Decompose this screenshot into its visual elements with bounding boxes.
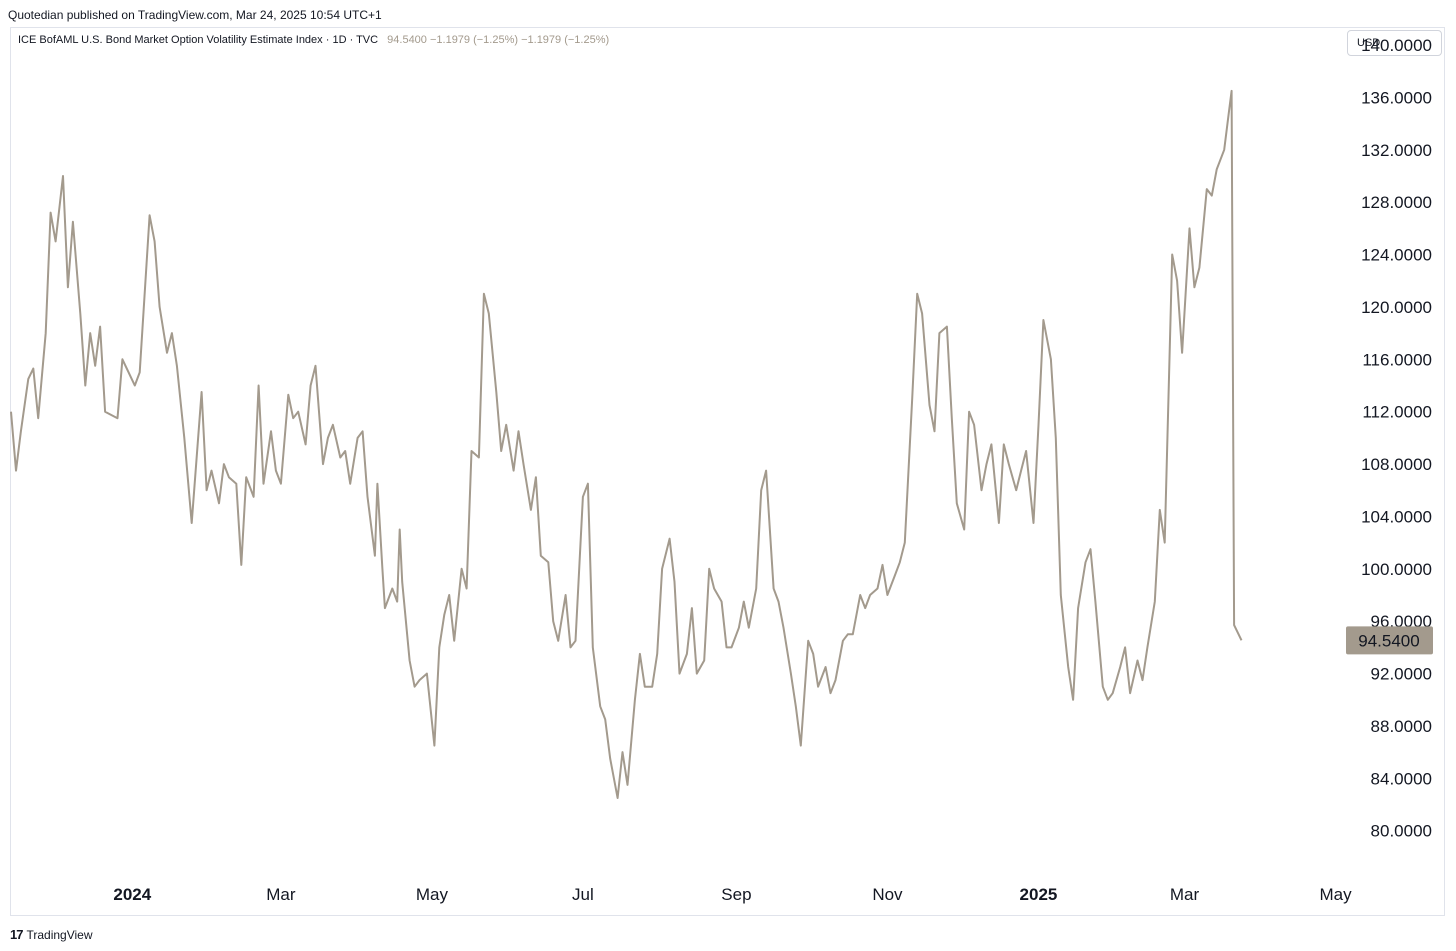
y-tick-label: 112.0000 (1362, 403, 1432, 422)
x-tick-label: Mar (1170, 885, 1200, 904)
y-tick-label: 124.0000 (1361, 246, 1432, 265)
y-tick-label: 140.0000 (1361, 36, 1432, 55)
y-tick-label: 108.0000 (1361, 455, 1432, 474)
y-tick-label: 92.0000 (1371, 665, 1432, 684)
y-tick-label: 116.0000 (1362, 350, 1432, 369)
x-tick-label: Jul (572, 885, 594, 904)
chart-frame[interactable] (10, 27, 1445, 916)
y-tick-label: 104.0000 (1361, 507, 1432, 526)
series-line[interactable] (10, 89, 1243, 799)
y-tick-label: 84.0000 (1371, 769, 1432, 788)
x-tick-label: May (416, 885, 449, 904)
currency-selector[interactable]: USD (1347, 30, 1442, 56)
x-tick-label: Nov (872, 885, 903, 904)
y-tick-label: 136.0000 (1361, 88, 1432, 107)
last-price-label: 94.5400 (1358, 631, 1419, 650)
y-tick-label: 100.0000 (1361, 560, 1432, 579)
y-tick-label: 132.0000 (1361, 141, 1432, 160)
last-price-badge: 94.5400 (1346, 626, 1433, 655)
publisher-line: Quotedian published on TradingView.com, … (8, 8, 382, 22)
symbol-legend: ICE BofAML U.S. Bond Market Option Volat… (18, 34, 609, 46)
footer-brand: 17 TradingView (10, 927, 93, 942)
x-tick-label: 2024 (113, 885, 151, 904)
x-tick-label: 2025 (1020, 885, 1058, 904)
tradingview-logo-icon: 17 (10, 927, 24, 942)
x-tick-label: Mar (266, 885, 296, 904)
x-tick-label: May (1320, 885, 1353, 904)
footer-brand-text: TradingView (26, 927, 93, 942)
x-tick-label: Sep (721, 885, 751, 904)
symbol-values: 94.5400 −1.1979 (−1.25%) −1.1979 (−1.25%… (387, 34, 610, 46)
y-tick-label: 128.0000 (1361, 193, 1432, 212)
y-tick-label: 120.0000 (1361, 298, 1432, 317)
y-tick-label: 80.0000 (1371, 822, 1432, 841)
y-tick-label: 88.0000 (1371, 717, 1432, 736)
symbol-name[interactable]: ICE BofAML U.S. Bond Market Option Volat… (18, 34, 379, 46)
